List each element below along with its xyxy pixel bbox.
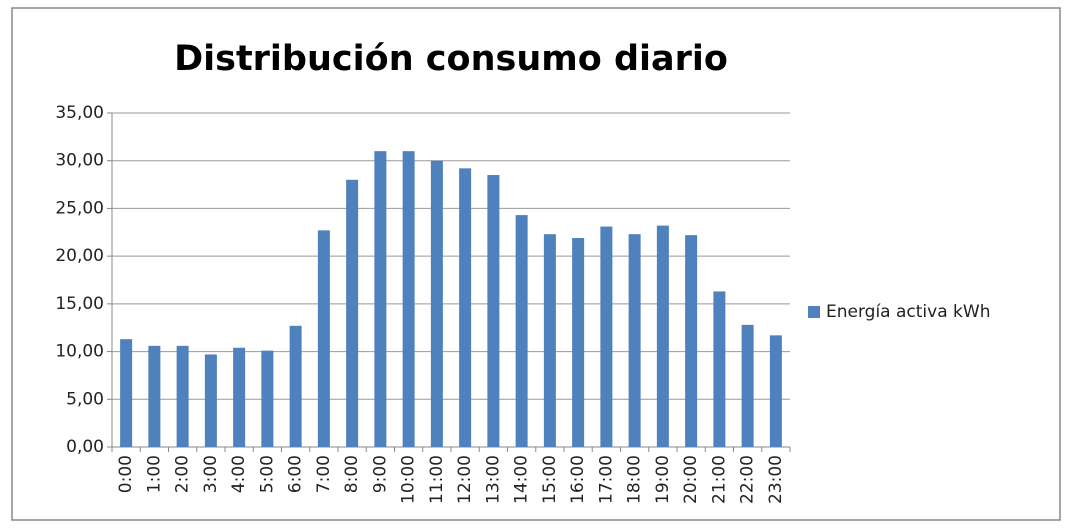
x-tick-label: 17:00 [596, 455, 616, 504]
bar [543, 234, 556, 447]
bar [374, 151, 387, 447]
x-tick-label: 4:00 [229, 455, 249, 493]
bar [741, 324, 754, 447]
x-tick-label: 7:00 [314, 455, 334, 493]
bar [176, 345, 189, 447]
x-tick-label: 12:00 [455, 455, 475, 504]
bar [656, 225, 669, 447]
x-tick-label: 6:00 [286, 455, 306, 493]
y-tick-label: 30,00 [55, 151, 104, 171]
y-tick-label: 5,00 [66, 389, 104, 409]
bar [289, 325, 302, 447]
bar [430, 160, 443, 447]
y-tick-label: 15,00 [55, 294, 104, 314]
legend-swatch [808, 306, 820, 318]
legend-label: Energía activa kWh [826, 302, 990, 322]
y-tick-label: 10,00 [55, 342, 104, 362]
bar [713, 291, 726, 447]
bar [487, 175, 500, 447]
bar [261, 350, 274, 447]
chart-border [11, 7, 1061, 521]
bar [515, 215, 528, 447]
x-tick-label: 20:00 [681, 455, 701, 504]
bar [120, 339, 133, 447]
y-tick-label: 20,00 [55, 246, 104, 266]
y-tick-label: 0,00 [66, 437, 104, 457]
x-tick-label: 1:00 [144, 455, 164, 493]
x-tick-label: 16:00 [568, 455, 588, 504]
bar [600, 226, 613, 447]
bar [148, 345, 161, 447]
x-tick-label: 13:00 [483, 455, 503, 504]
bar [769, 335, 782, 447]
x-tick-label: 9:00 [370, 455, 390, 493]
x-tick-label: 0:00 [116, 455, 136, 493]
x-tick-label: 19:00 [653, 455, 673, 504]
y-tick-label: 25,00 [55, 198, 104, 218]
bar [459, 168, 472, 447]
bar [204, 354, 217, 447]
bar [685, 235, 698, 447]
x-tick-label: 5:00 [257, 455, 277, 493]
x-tick-label: 15:00 [540, 455, 560, 504]
chart-title: Distribución consumo diario [174, 39, 728, 79]
bar [572, 238, 585, 447]
x-tick-label: 11:00 [427, 455, 447, 504]
bar [628, 234, 641, 447]
x-tick-label: 10:00 [399, 455, 419, 504]
x-tick-label: 18:00 [625, 455, 645, 504]
x-tick-label: 21:00 [709, 455, 729, 504]
x-tick-label: 22:00 [738, 455, 758, 504]
y-tick-label: 35,00 [55, 103, 104, 123]
bar [346, 179, 359, 448]
x-tick-label: 8:00 [342, 455, 362, 493]
bar [317, 230, 330, 447]
bar [402, 151, 415, 447]
x-tick-label: 2:00 [173, 455, 193, 493]
bar [233, 347, 246, 447]
x-tick-label: 23:00 [766, 455, 786, 504]
x-tick-label: 3:00 [201, 455, 221, 493]
x-tick-label: 14:00 [512, 455, 532, 504]
